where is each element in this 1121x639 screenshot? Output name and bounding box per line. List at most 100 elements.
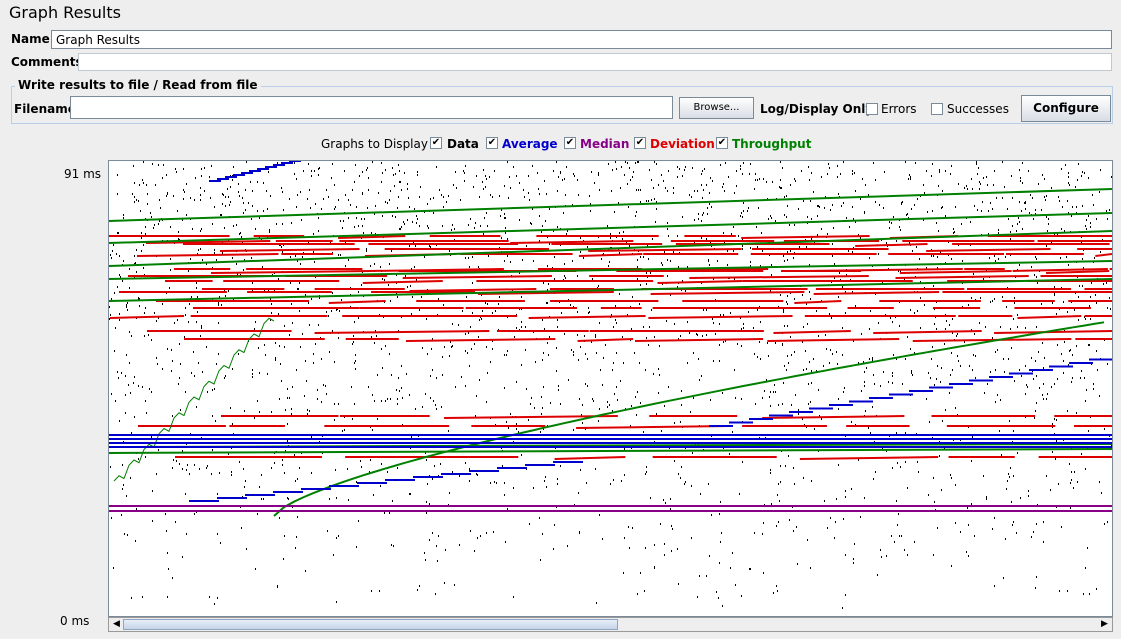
- data-point: [994, 585, 995, 587]
- data-point: [465, 462, 466, 464]
- data-point: [640, 256, 641, 258]
- data-point: [338, 403, 339, 405]
- data-point: [229, 204, 230, 206]
- data-point: [553, 548, 554, 550]
- data-point: [146, 184, 147, 186]
- data-point: [252, 190, 253, 192]
- data-point: [356, 206, 357, 208]
- data-point: [1072, 354, 1073, 356]
- data-point: [1027, 386, 1028, 388]
- data-point: [492, 312, 493, 314]
- data-point: [1025, 393, 1026, 395]
- configure-button[interactable]: Configure: [1021, 95, 1111, 122]
- data-point: [117, 371, 118, 373]
- data-point: [172, 577, 173, 579]
- data-point: [189, 303, 190, 305]
- data-point: [275, 342, 276, 344]
- deviation-checkbox[interactable]: ✔: [634, 137, 646, 149]
- errors-checkbox[interactable]: [866, 103, 878, 115]
- data-point: [262, 266, 263, 268]
- deviation-line: [899, 270, 1012, 274]
- data-point: [561, 312, 562, 314]
- data-point: [232, 179, 233, 181]
- data-point: [901, 535, 902, 537]
- data-point: [113, 244, 114, 246]
- data-point: [319, 167, 320, 169]
- data-point: [429, 539, 430, 541]
- data-point: [702, 197, 703, 199]
- data-point: [280, 363, 281, 365]
- data-point: [645, 369, 646, 371]
- data-checkbox[interactable]: ✔: [430, 137, 442, 149]
- name-field[interactable]: Graph Results: [51, 30, 1112, 49]
- filename-input[interactable]: [70, 96, 673, 119]
- data-point: [274, 462, 275, 464]
- data-point: [670, 508, 671, 510]
- data-point: [1085, 400, 1086, 402]
- data-point: [136, 249, 137, 251]
- data-point: [142, 386, 143, 388]
- data-point: [358, 291, 359, 293]
- average-checkbox[interactable]: ✔: [486, 137, 498, 149]
- throughput-checkbox[interactable]: ✔: [716, 137, 728, 149]
- data-point: [577, 334, 578, 336]
- data-point: [255, 568, 256, 570]
- data-point: [794, 298, 795, 300]
- browse-button[interactable]: Browse...: [679, 97, 754, 119]
- data-point: [702, 170, 703, 172]
- data-point: [544, 180, 545, 182]
- data-point: [391, 374, 392, 376]
- data-point: [573, 354, 574, 356]
- data-point: [693, 397, 694, 399]
- data-point: [1090, 222, 1091, 224]
- data-point: [783, 382, 784, 384]
- data-point: [259, 217, 260, 219]
- data-point: [810, 200, 811, 202]
- data-point: [586, 482, 587, 484]
- data-point: [519, 272, 520, 274]
- data-point: [243, 202, 244, 204]
- data-point: [1089, 305, 1090, 307]
- data-point: [904, 278, 905, 280]
- data-point: [516, 381, 517, 383]
- data-point: [711, 206, 712, 208]
- data-point: [875, 179, 876, 181]
- successes-checkbox[interactable]: [931, 103, 943, 115]
- data-point: [299, 310, 300, 312]
- data-point: [1005, 538, 1006, 540]
- data-point: [836, 498, 837, 500]
- data-point: [442, 374, 443, 376]
- data-point: [190, 197, 191, 199]
- data-point: [216, 259, 217, 261]
- scroll-right-arrow-icon[interactable]: ▶: [1101, 619, 1108, 629]
- horizontal-scrollbar[interactable]: ◀ ▶: [108, 617, 1113, 632]
- data-point: [354, 362, 355, 364]
- data-point: [390, 190, 391, 192]
- data-point: [545, 476, 546, 478]
- data-point: [610, 237, 611, 239]
- data-point: [619, 252, 620, 254]
- data-point: [505, 541, 506, 543]
- data-point: [530, 403, 531, 405]
- data-point: [296, 206, 297, 208]
- data-point: [557, 190, 558, 192]
- comments-field[interactable]: [78, 53, 1112, 71]
- data-point: [507, 508, 508, 510]
- median-checkbox[interactable]: ✔: [564, 137, 576, 149]
- scroll-thumb[interactable]: [123, 619, 618, 630]
- data-point: [733, 226, 734, 228]
- data-point: [279, 517, 280, 519]
- data-point: [151, 216, 152, 218]
- data-point: [426, 318, 427, 320]
- data-point: [382, 367, 383, 369]
- data-point: [159, 199, 160, 201]
- data-point: [860, 198, 861, 200]
- data-point: [543, 352, 544, 354]
- data-point: [367, 167, 368, 169]
- scroll-left-arrow-icon[interactable]: ◀: [113, 619, 120, 629]
- data-point: [367, 207, 368, 209]
- data-point: [285, 450, 286, 452]
- data-point: [156, 473, 157, 475]
- data-point: [553, 170, 554, 172]
- data-point: [972, 188, 973, 190]
